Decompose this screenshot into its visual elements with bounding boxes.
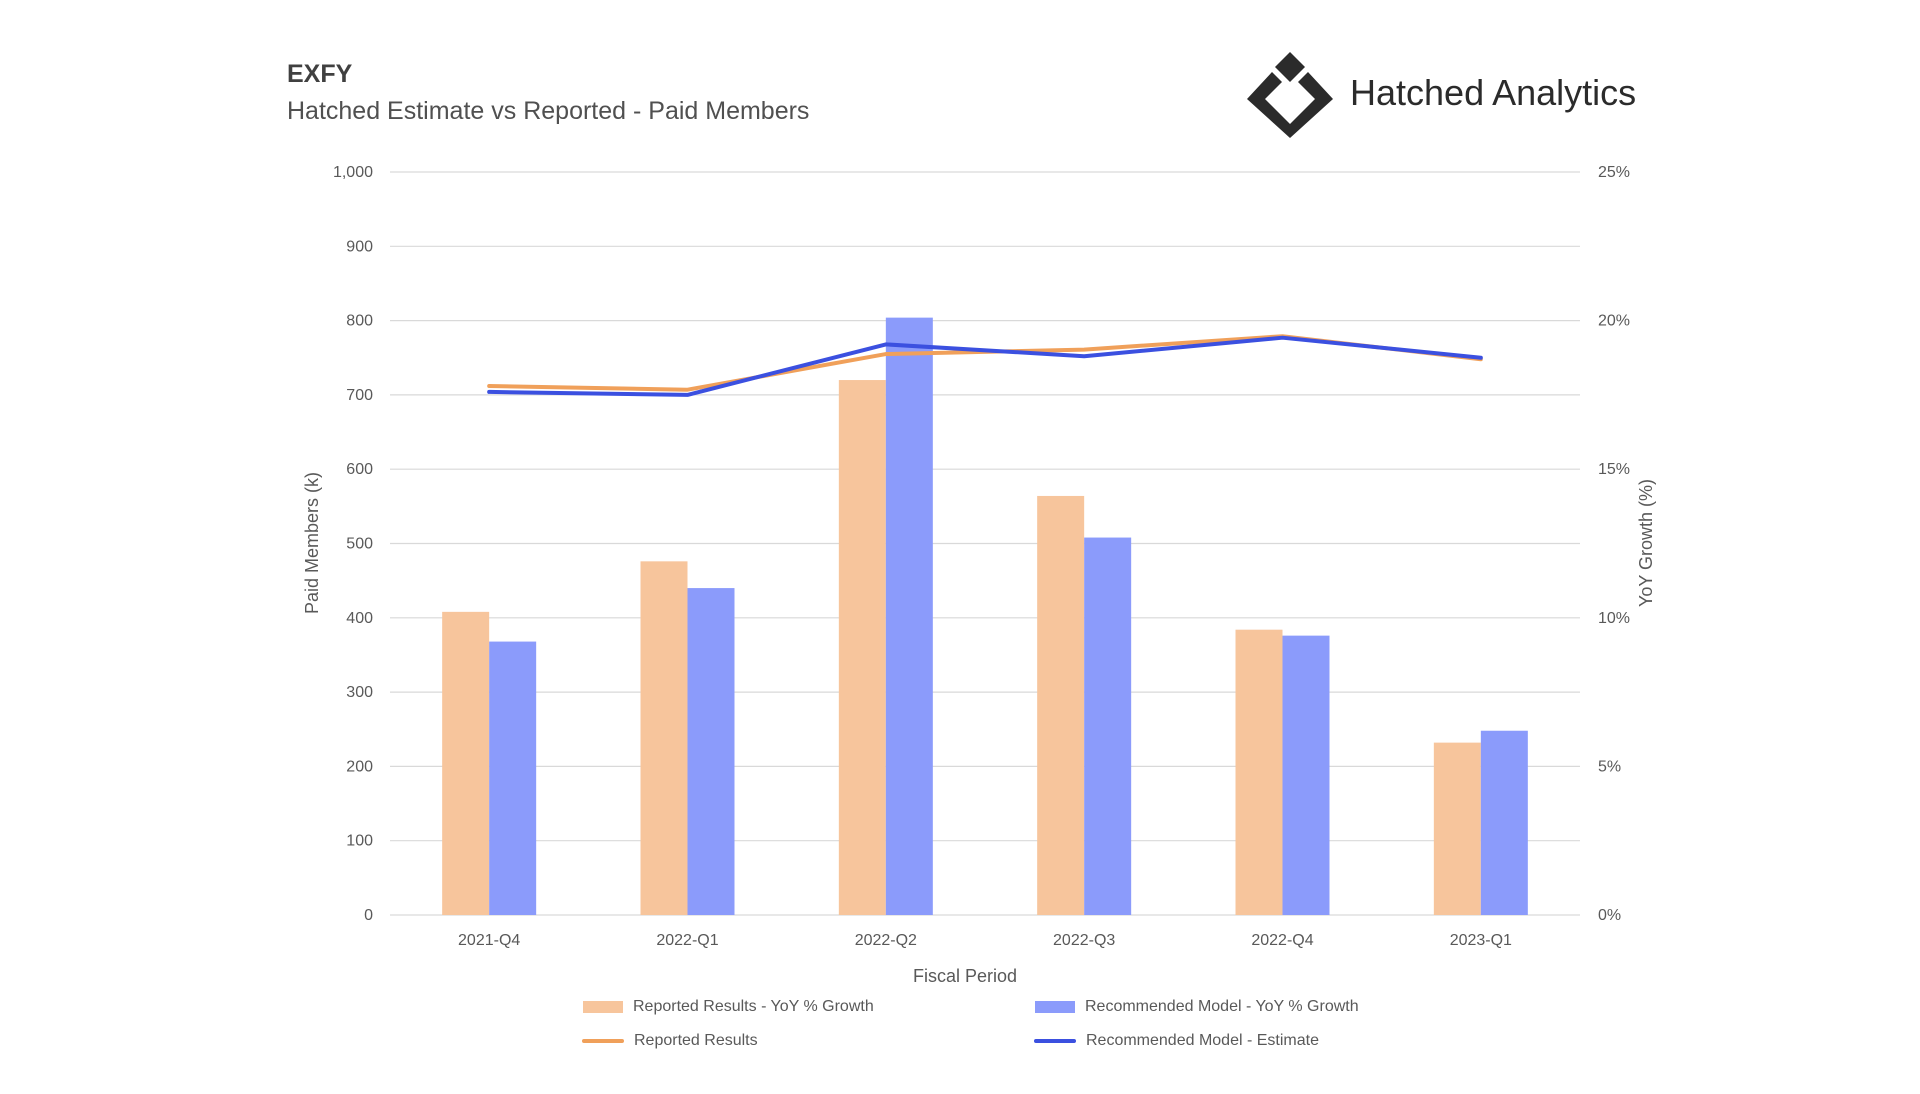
y-tick-label: 700 — [346, 387, 373, 404]
x-tick-label: 2023-Q1 — [1450, 932, 1512, 949]
bar — [489, 641, 537, 915]
bar — [1433, 742, 1481, 915]
x-tick-label: 2021-Q4 — [458, 932, 520, 949]
y2-tick-label: 25% — [1598, 164, 1630, 181]
diamond-logo-icon — [1247, 52, 1333, 138]
bar — [1084, 537, 1132, 915]
y-axis-title: Paid Members (k) — [302, 472, 322, 614]
x-tick-label: 2022-Q2 — [855, 932, 917, 949]
series-line — [487, 335, 1483, 397]
bar — [1037, 495, 1085, 915]
y2-tick-label: 0% — [1598, 907, 1621, 924]
x-tick-label: 2022-Q1 — [656, 932, 718, 949]
y-tick-label: 200 — [346, 758, 373, 775]
bar — [885, 317, 933, 915]
chart-ticker: EXFY — [287, 60, 353, 88]
y2-tick-label: 15% — [1598, 461, 1630, 478]
y-tick-label: 100 — [346, 833, 373, 850]
y2-tick-label: 10% — [1598, 610, 1630, 627]
bar — [640, 561, 688, 915]
bar — [838, 380, 886, 915]
x-tick-label: 2022-Q3 — [1053, 932, 1115, 949]
chart-subtitle: Hatched Estimate vs Reported - Paid Memb… — [287, 97, 810, 125]
y-tick-label: 500 — [346, 536, 373, 553]
y2-axis-title: YoY Growth (%) — [1636, 479, 1656, 607]
y-tick-label: 800 — [346, 313, 373, 330]
y-tick-label: 600 — [346, 461, 373, 478]
x-axis-title: Fiscal Period — [913, 966, 1017, 986]
y-tick-label: 0 — [364, 907, 373, 924]
x-tick-label: 2022-Q4 — [1251, 932, 1313, 949]
bar — [442, 611, 490, 915]
bar — [1282, 635, 1330, 915]
brand: Hatched Analytics — [1245, 50, 1665, 140]
y-tick-label: 400 — [346, 610, 373, 627]
y-tick-label: 1,000 — [333, 164, 373, 181]
y-tick-label: 900 — [346, 238, 373, 255]
bar — [687, 588, 735, 915]
bar — [1480, 730, 1528, 915]
y-tick-label: 300 — [346, 684, 373, 701]
bar — [1235, 629, 1283, 915]
y2-tick-label: 5% — [1598, 758, 1621, 775]
y2-tick-label: 20% — [1598, 313, 1630, 330]
brand-name: Hatched Analytics — [1350, 72, 1637, 113]
